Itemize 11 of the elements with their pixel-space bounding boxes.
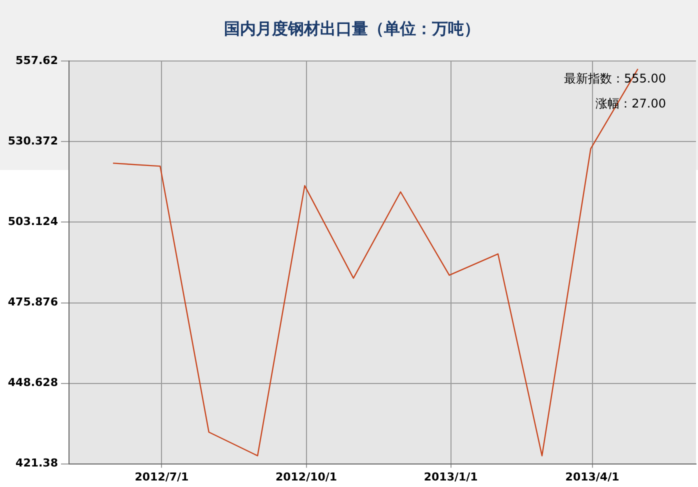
x-tick-label: 2012/10/1 xyxy=(275,470,338,484)
y-tick-label: 421.38 xyxy=(16,456,58,470)
y-tick-label: 557.62 xyxy=(16,54,58,68)
x-tick-label: 2012/7/1 xyxy=(134,470,189,484)
chart-title: 国内月度钢材出口量（单位：万吨） xyxy=(224,18,480,38)
y-tick-label: 530.372 xyxy=(8,134,58,148)
y-tick-label: 448.628 xyxy=(8,376,58,390)
x-tick-label: 2013/1/1 xyxy=(424,470,478,484)
y-tick-label: 475.876 xyxy=(8,296,58,309)
y-tick-label: 503.124 xyxy=(8,215,58,228)
x-tick-label: 2013/4/1 xyxy=(565,470,620,484)
